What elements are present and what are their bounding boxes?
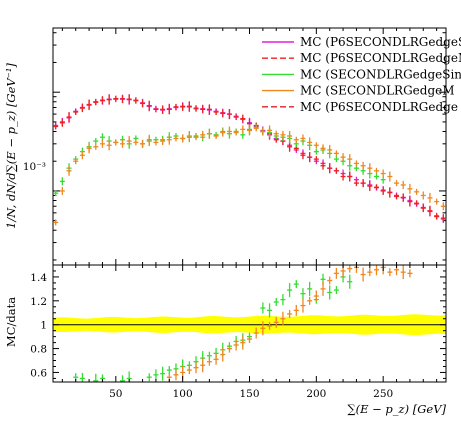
ratio-x-axis-label: ∑(E − p_z) [GeV] — [347, 402, 446, 416]
ratio-y-tick-label: 0.8 — [30, 344, 47, 356]
ratio-x-tick-label: 200 — [306, 388, 326, 400]
ratio-x-tick-label: 100 — [173, 388, 193, 400]
ratio-y-tick-label: 1.2 — [30, 296, 47, 308]
ratio-y-tick-label: 1.4 — [30, 272, 47, 284]
legend-label: MC (P6SECONDLRGedgeM — [300, 51, 461, 65]
main-y-tick-label: 10⁻³ — [23, 161, 46, 173]
ratio-marks — [73, 265, 413, 382]
legend-label: MC (SECONDLRGedgeSin — [300, 67, 461, 81]
main-y-axis-label: 1/N, dN/d∑(E − p_z) [GeV⁻¹] — [4, 63, 18, 229]
ratio-x-tick-label: 250 — [373, 388, 393, 400]
ratio-x-tick-label: 50 — [109, 388, 122, 400]
ratio-panel: 50 100 150 200 250 0.6 0.8 1 1.2 1.4 MC/data ∑(E … — [4, 264, 447, 416]
legend-label: MC (P6SECONDLRGedgeSin — [300, 35, 461, 49]
ratio-y-tick-label: 1 — [40, 320, 47, 332]
ratio-ticks: 50 100 150 200 250 0.6 0.8 1 1.2 1.4 — [30, 265, 446, 400]
main-panel: 10⁻³ 1/N, dN/d∑(E − p_z) [GeV⁻¹] MC (P6S… — [4, 27, 461, 266]
legend-label: MC (P6SECONDLRGedge — [300, 100, 458, 114]
ratio-x-tick-label: 150 — [239, 388, 259, 400]
ratio-y-axis-label: MC/data — [4, 297, 18, 347]
ratio-y-tick-label: 0.6 — [30, 367, 47, 379]
legend-label: MC (SECONDLRGedgeM — [300, 84, 455, 98]
main-marks — [53, 94, 446, 226]
main-ticks — [53, 28, 446, 265]
legend: MC (P6SECONDLRGedgeSin MC (P6SECONDLRGedg… — [262, 35, 461, 114]
